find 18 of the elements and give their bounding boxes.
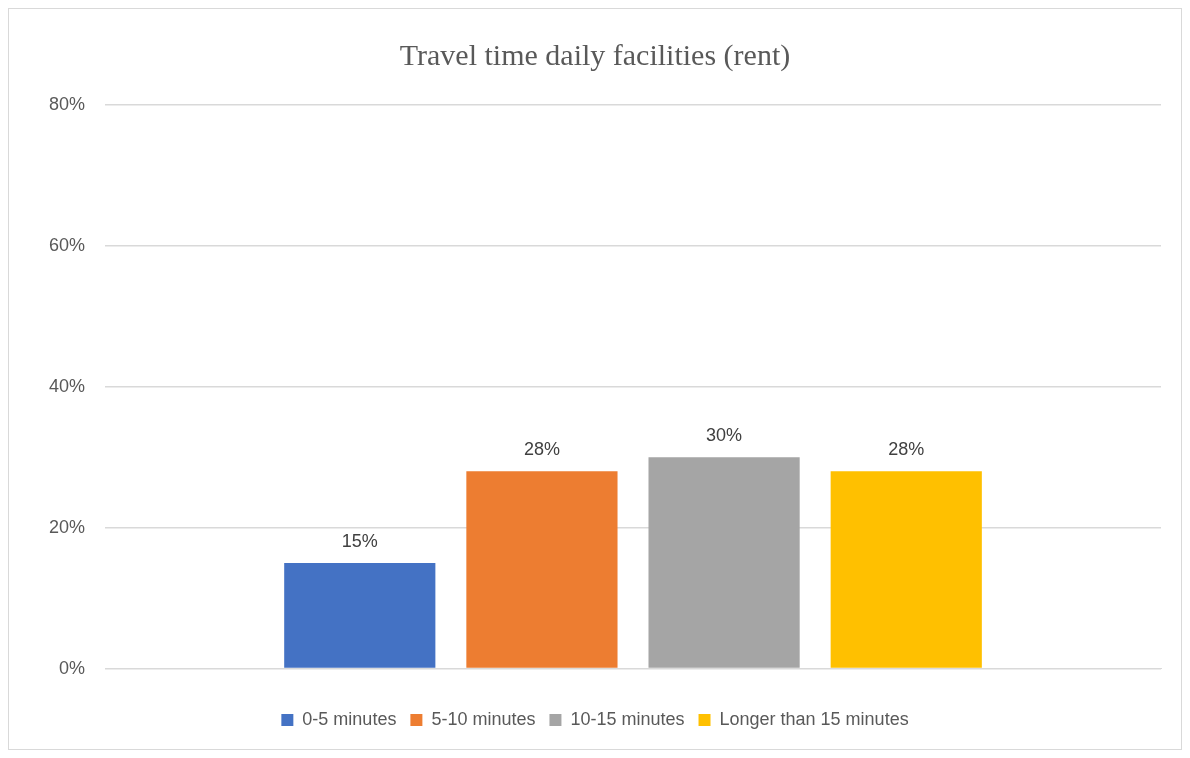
y-tick-label: 20% (49, 516, 86, 537)
chart-title: Travel time daily facilities (rent) (399, 37, 791, 72)
y-tick-label: 80% (49, 93, 86, 114)
bar (466, 471, 618, 668)
bar (830, 471, 982, 668)
legend-label: 10-15 minutes (570, 708, 685, 729)
data-label: 28% (523, 439, 560, 460)
data-label: 30% (706, 425, 743, 446)
bar (284, 562, 436, 668)
bar (648, 457, 800, 668)
legend-label: 5-10 minutes (431, 708, 536, 729)
data-label: 28% (888, 439, 925, 460)
legend-label: 0-5 minutes (302, 708, 397, 729)
y-tick-label: 40% (49, 375, 86, 396)
y-tick-label: 0% (59, 657, 86, 678)
data-label: 15% (341, 530, 378, 551)
y-tick-label: 60% (49, 234, 86, 255)
legend-label: Longer than 15 minutes (719, 708, 909, 729)
